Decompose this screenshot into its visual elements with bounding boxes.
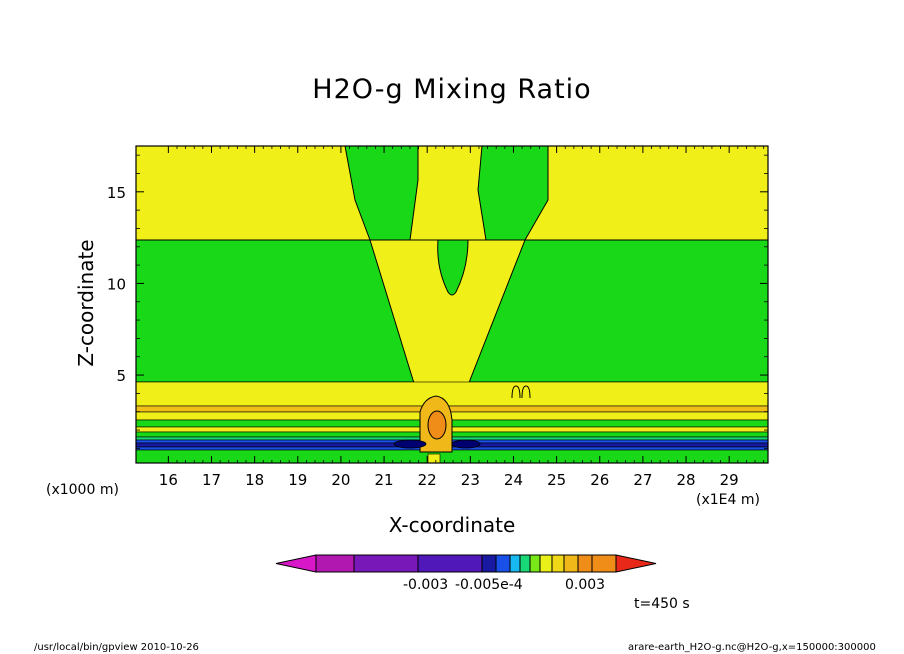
colorbar-label-1: -0.005e-4 [455, 577, 523, 593]
colorbar-cell [481, 554, 497, 573]
colorbar-cell [353, 554, 419, 573]
region-dark-orange-core [427, 410, 447, 440]
region-curls [511, 385, 531, 399]
x-unit-label: (x1E4 m) [696, 492, 760, 508]
chart-title: H2O-g Mixing Ratio [312, 74, 592, 105]
colorbar-cell [417, 554, 483, 573]
colorbar-cell [519, 554, 531, 573]
x-tick-label-26: 26 [590, 471, 609, 489]
colorbar-label-2: 0.003 [565, 577, 606, 593]
x-tick-label-22: 22 [418, 471, 437, 489]
colorbar-arrow-left [275, 554, 317, 573]
time-label: t=450 s [634, 596, 690, 612]
region-dark-lobe-left [393, 439, 427, 449]
colorbar-label-0: -0.003 [403, 577, 449, 593]
x-tick-label-18: 18 [245, 471, 264, 489]
x-tick-label-24: 24 [504, 471, 523, 489]
colorbar-cell [591, 554, 617, 573]
colorbar-cell [563, 554, 579, 573]
colorbar-cell [539, 554, 553, 573]
plot-frame [135, 145, 769, 464]
colorbar-cell [315, 554, 355, 573]
x-tick-label-17: 17 [202, 471, 221, 489]
x-tick-marks: 16 17 18 19 20 21 22 23 24 25 26 27 28 29 [159, 146, 765, 489]
colorbar-cell [529, 554, 541, 573]
x-tick-label-19: 19 [288, 471, 307, 489]
colorbar-cell [509, 554, 521, 573]
x-tick-label-29: 29 [720, 471, 739, 489]
x-tick-label-25: 25 [547, 471, 566, 489]
band-yellow-1 [136, 381, 768, 407]
x-tick-label-20: 20 [331, 471, 350, 489]
region-yellow-foot [427, 453, 441, 463]
region-green-tongue [437, 239, 469, 296]
colorbar-cell [577, 554, 593, 573]
y-tick-label-10: 10 [107, 275, 126, 293]
colorbar [275, 554, 657, 573]
y-tick-label-5: 5 [116, 367, 126, 385]
colorbar-cell [551, 554, 565, 573]
region-dark-lobe-right [451, 439, 481, 449]
x-axis-label: X-coordinate [388, 513, 516, 537]
footer-right: arare-earth_H2O-g.nc@H2O-g,x=150000:3000… [628, 642, 876, 653]
y-tick-label-15: 15 [107, 184, 126, 202]
x-tick-label-27: 27 [633, 471, 652, 489]
x-tick-label-28: 28 [676, 471, 695, 489]
colorbar-arrow-right [615, 554, 657, 573]
band-orange-1 [136, 405, 768, 413]
x-tick-label-16: 16 [159, 471, 178, 489]
y-unit-label: (x1000 m) [46, 482, 119, 498]
x-tick-label-21: 21 [375, 471, 394, 489]
y-tick-marks: 5 10 15 [107, 154, 768, 449]
colorbar-cell [495, 554, 511, 573]
y-axis-label: Z-coordinate [74, 239, 98, 367]
x-tick-label-23: 23 [461, 471, 480, 489]
footer-left: /usr/local/bin/gpview 2010-10-26 [34, 642, 199, 653]
